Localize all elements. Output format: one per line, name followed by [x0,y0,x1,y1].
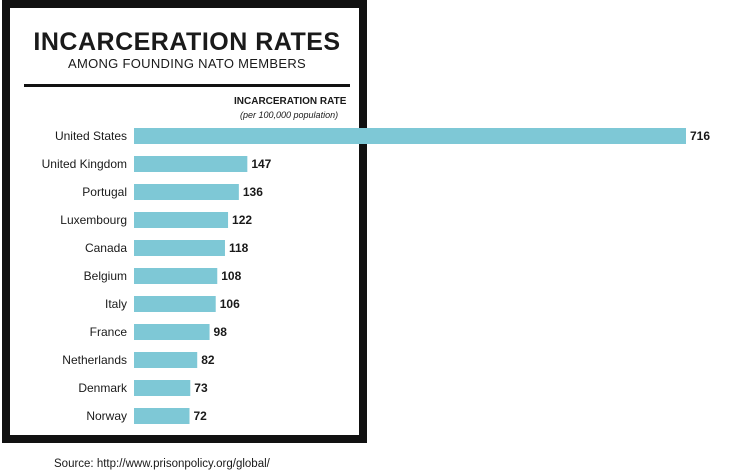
chart-title: INCARCERATION RATES [33,28,341,56]
value-label-united-states: 716 [690,129,710,143]
title-divider [24,84,350,87]
value-label-canada: 118 [229,241,249,255]
category-label-united-kingdom: United Kingdom [42,157,127,171]
bar-france [134,324,210,340]
category-label-united-states: United States [55,129,127,143]
bar-denmark [134,380,191,396]
bar-united-states [134,128,686,144]
bar-canada [134,240,225,256]
bar-united-kingdom [134,156,248,172]
value-axis-unit: (per 100,000 population) [240,110,339,120]
value-label-belgium: 108 [221,269,241,283]
category-label-canada: Canada [85,241,127,255]
category-label-netherlands: Netherlands [62,353,127,367]
value-label-luxembourg: 122 [232,213,252,227]
category-label-france: France [90,325,128,339]
bar-italy [134,296,216,312]
bar-belgium [134,268,218,284]
chart-subtitle: AMONG FOUNDING NATO MEMBERS [67,56,307,71]
value-label-netherlands: 82 [201,353,215,367]
bar-portugal [134,184,239,200]
category-label-belgium: Belgium [84,269,127,283]
value-label-united-kingdom: 147 [251,157,271,171]
value-axis-title: INCARCERATION RATE [234,96,347,107]
bar-norway [134,408,190,424]
bar-luxembourg [134,212,229,228]
bar-netherlands [134,352,198,368]
source-note: Source: http://www.prisonpolicy.org/glob… [54,458,270,470]
value-label-italy: 106 [220,297,240,311]
category-label-luxembourg: Luxembourg [60,213,127,227]
category-label-norway: Norway [86,409,127,423]
value-label-france: 98 [214,325,228,339]
value-label-portugal: 136 [243,185,263,199]
category-label-italy: Italy [105,297,127,311]
category-label-denmark: Denmark [78,381,128,395]
category-label-portugal: Portugal [82,185,127,199]
value-label-norway: 72 [194,409,208,423]
value-label-denmark: 73 [194,381,208,395]
chart-frame [2,0,367,443]
